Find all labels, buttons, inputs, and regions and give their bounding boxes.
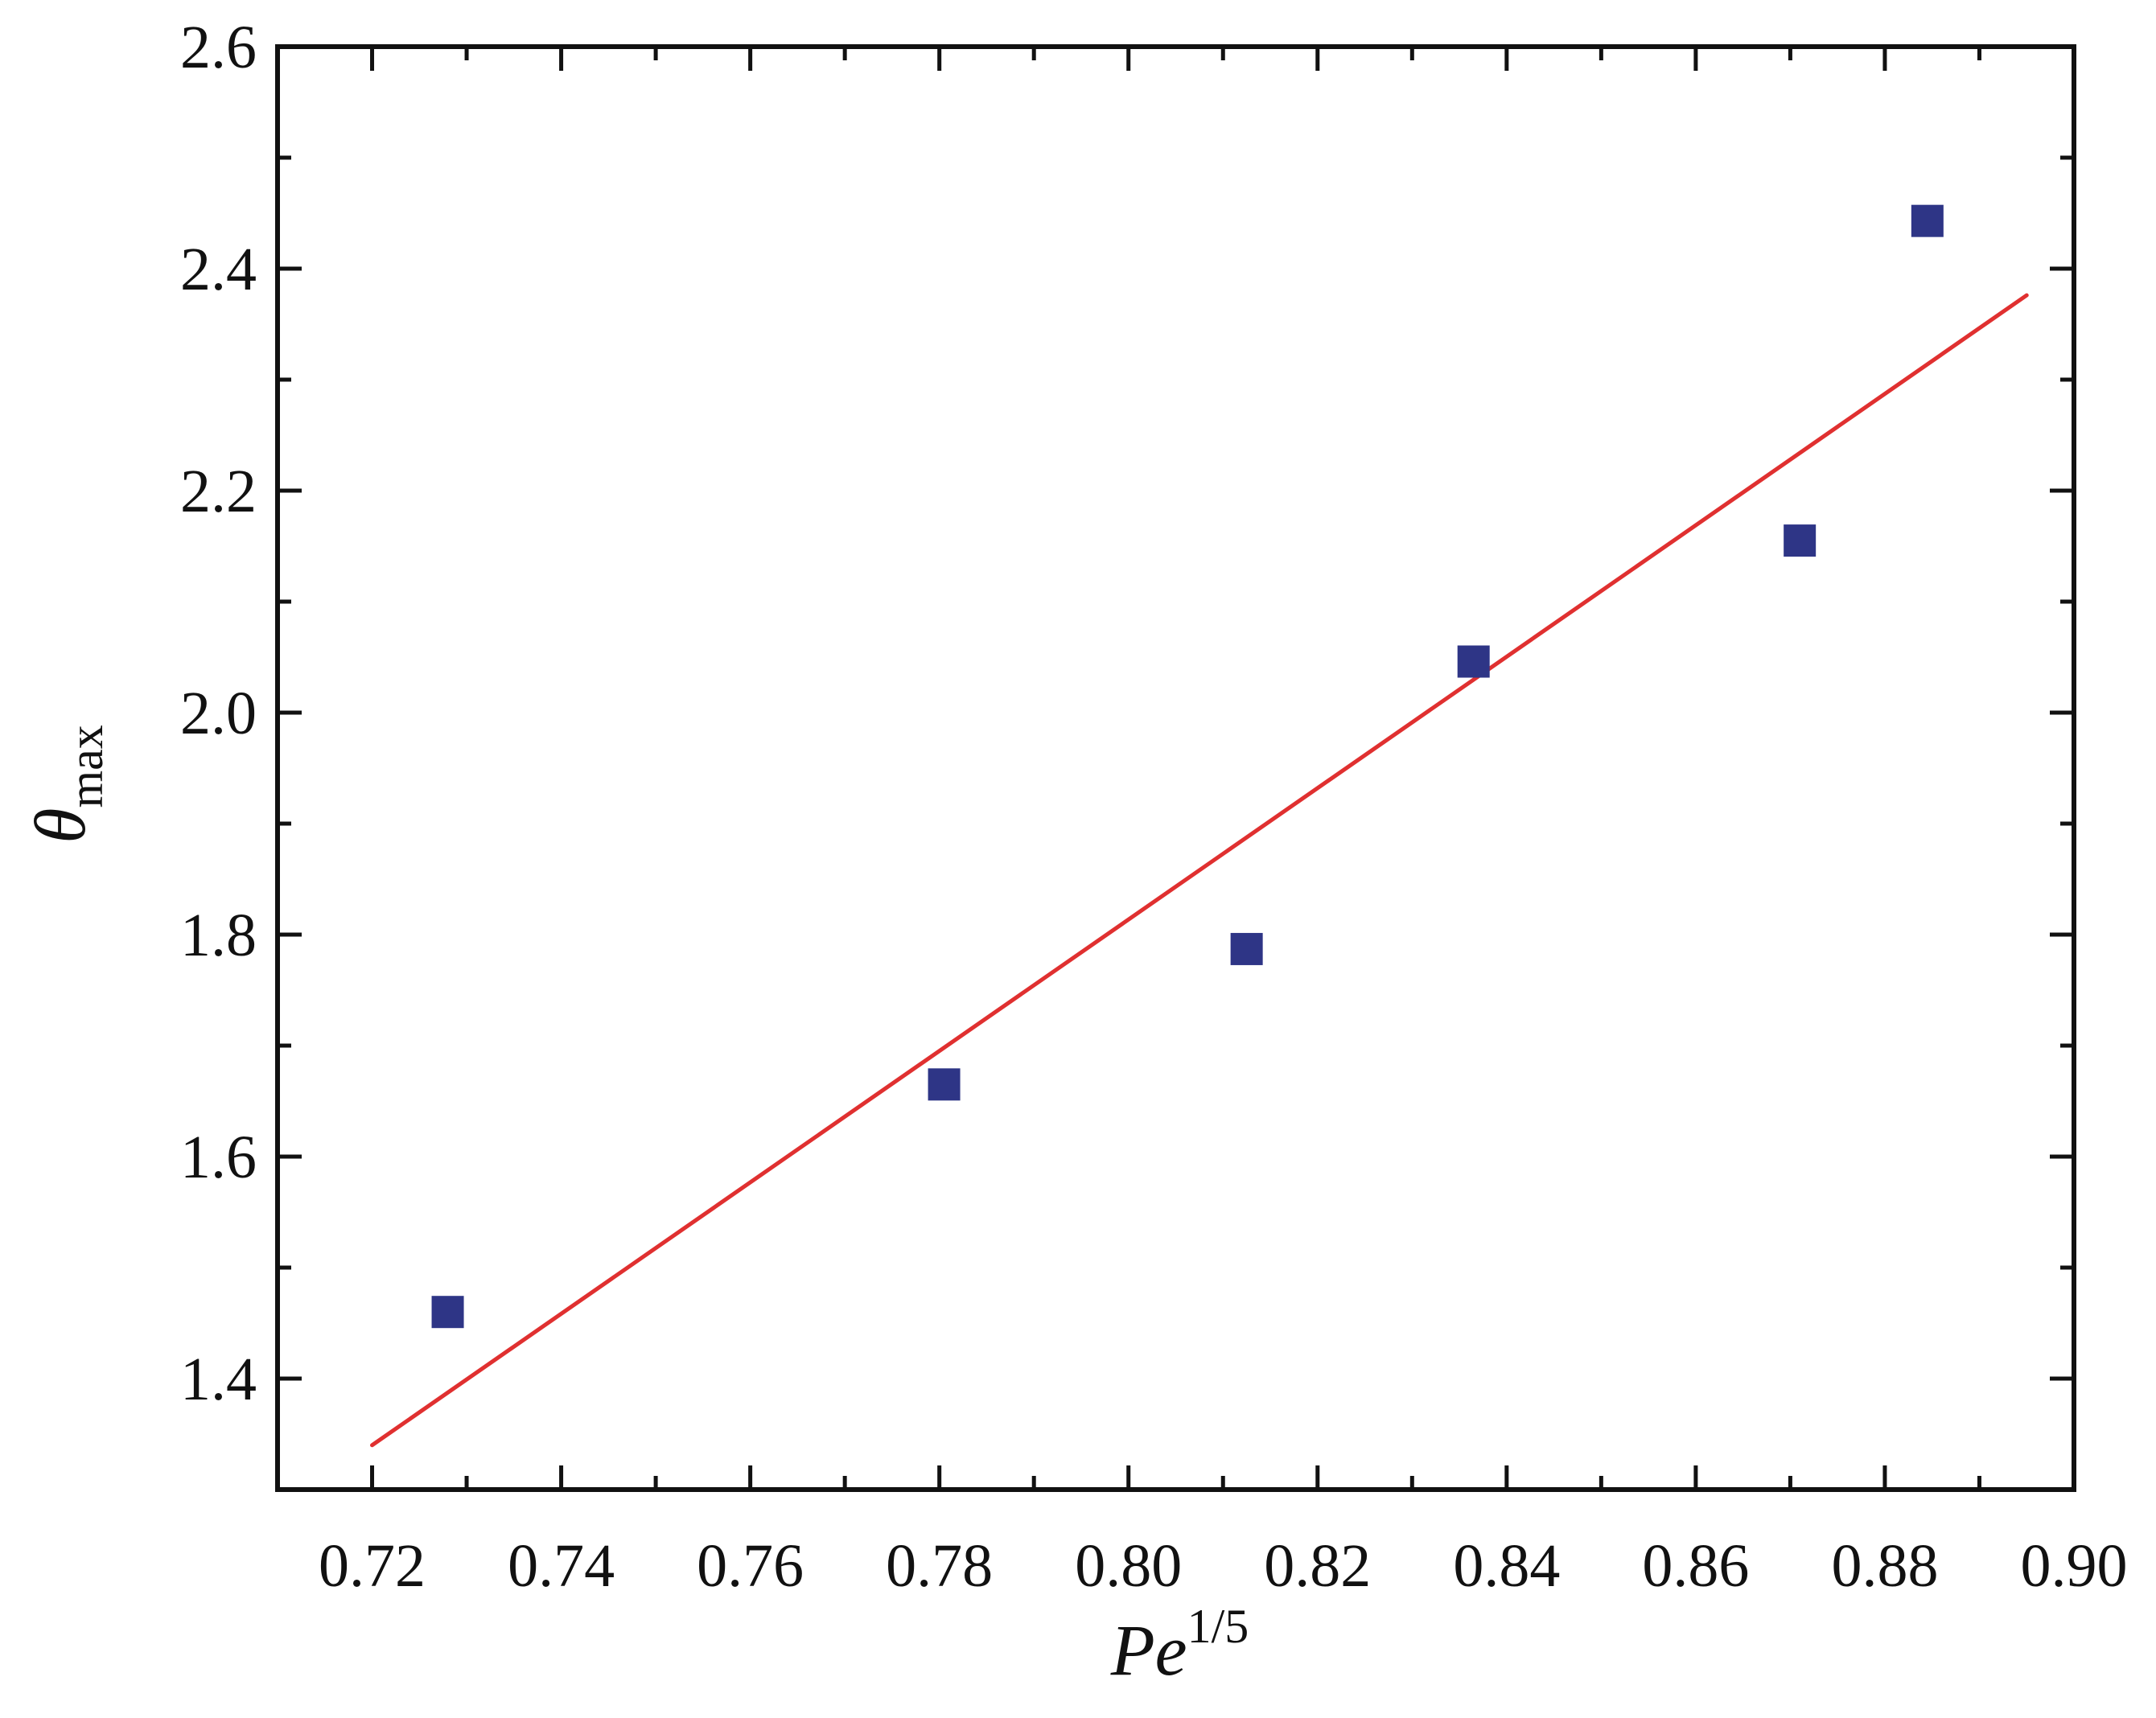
data-point [1911,204,1944,237]
x-tick-label: 0.84 [1453,1532,1560,1600]
data-point [1784,524,1817,557]
y-tick-label: 2.4 [180,236,257,303]
x-tick-label: 0.78 [886,1532,993,1600]
x-tick-label: 0.88 [1831,1532,1938,1600]
x-tick-label: 0.72 [319,1532,426,1600]
x-tick-label: 0.90 [2021,1532,2128,1600]
y-tick-label: 2.6 [180,14,257,81]
y-tick-label: 2.2 [180,458,257,525]
x-tick-label: 0.74 [508,1532,615,1600]
data-series [370,204,2029,1448]
data-point [431,1296,464,1329]
tick-labels: 0.72 0.74 0.76 0.78 0.80 0.82 0.84 0.86 0.88 0.90… [180,14,2128,1600]
data-point [1230,932,1263,965]
y-axis-label: θmax [21,725,113,844]
axis-ticks [275,44,2076,1490]
fit-line [370,293,2029,1448]
x-axis-label-base: Pe [1110,1611,1187,1691]
y-tick-label: 1.8 [180,902,257,969]
data-point [928,1068,961,1101]
x-axis-label-superscript: 1/5 [1187,1600,1249,1653]
plot-frame [275,44,2076,1492]
x-axis-label: Pe1/5 [1110,1600,1249,1691]
y-axis-label-base: θ [21,808,101,844]
data-point [1457,645,1490,678]
y-tick-label: 1.4 [180,1346,257,1413]
y-tick-label: 1.6 [180,1124,257,1191]
x-tick-label: 0.80 [1075,1532,1182,1600]
x-tick-label: 0.76 [697,1532,804,1600]
y-tick-label: 2.0 [180,680,257,747]
x-tick-label: 0.86 [1642,1532,1749,1600]
x-tick-label: 0.82 [1264,1532,1371,1600]
y-axis-label-subscript: max [60,725,113,808]
